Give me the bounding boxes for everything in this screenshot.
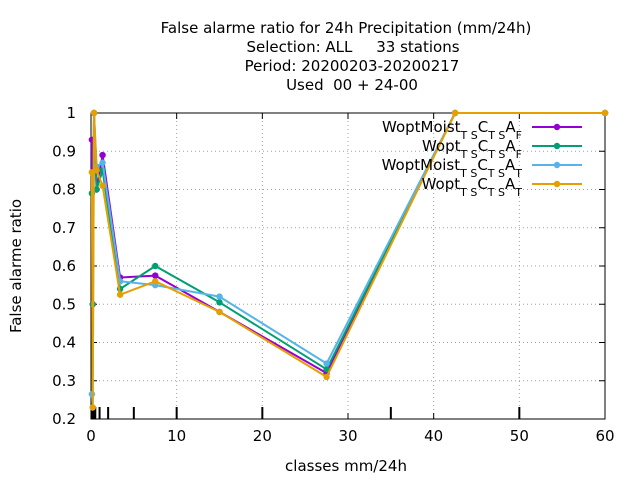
legend-marker xyxy=(553,161,561,169)
legend-label-part: A xyxy=(505,118,516,136)
y-tick-label: 0.7 xyxy=(52,219,76,237)
x-tick-label: 40 xyxy=(424,427,443,445)
data-point xyxy=(93,167,100,174)
legend-label-part: T S xyxy=(460,129,478,142)
legend-label: WoptMoistT SCT SAT xyxy=(382,156,523,180)
data-point xyxy=(99,151,106,159)
legend-label-part: Wopt xyxy=(422,137,461,155)
data-point xyxy=(89,404,96,411)
y-tick-label: 0.3 xyxy=(52,372,76,390)
data-point xyxy=(152,272,159,279)
data-point xyxy=(216,293,223,300)
legend-label-part: T S xyxy=(487,148,505,161)
data-point xyxy=(152,278,159,285)
y-tick-label: 0.5 xyxy=(52,295,76,313)
legend-entry-1: WoptMoistT SCT SAF xyxy=(382,118,582,142)
legend-label-part: C xyxy=(477,175,487,193)
title-line-2: Selection: ALL 33 stations xyxy=(246,38,459,56)
legend-label-part: T S xyxy=(459,186,477,199)
y-tick-label: 0.9 xyxy=(52,142,76,160)
legend-entry-3: WoptMoistT SCT SAT xyxy=(382,156,582,180)
legend-label-part: T S xyxy=(459,167,477,180)
legend-label-part: A xyxy=(505,156,516,174)
legend-label-part: F xyxy=(516,129,522,142)
legend-entry-2: WoptT SCT SAF xyxy=(422,137,582,161)
x-tick-label: 0 xyxy=(86,427,96,445)
x-tick-label: 30 xyxy=(338,427,357,445)
legend-label: WoptT SCT SAF xyxy=(422,137,522,161)
data-point xyxy=(451,109,459,117)
series-layer xyxy=(88,109,609,411)
data-point xyxy=(601,109,609,117)
legend-label-part: C xyxy=(478,137,488,155)
data-point xyxy=(152,262,159,270)
data-point xyxy=(99,182,106,189)
legend-label-part: T xyxy=(514,167,522,180)
data-point xyxy=(93,186,100,193)
legend-label-part: C xyxy=(478,118,488,136)
legend-label-part: T S xyxy=(487,167,505,180)
data-point xyxy=(99,159,106,166)
series-4 xyxy=(88,109,609,411)
x-tick-label: 50 xyxy=(510,427,529,445)
data-point xyxy=(216,308,223,316)
legend-label-part: WoptMoist xyxy=(382,156,461,174)
y-tick-label: 0.2 xyxy=(52,410,76,428)
legend-label-part: WoptMoist xyxy=(382,118,461,136)
legend-label-part: T xyxy=(514,186,522,199)
x-tick-label: 10 xyxy=(167,427,186,445)
legend-label-part: A xyxy=(505,137,516,155)
legend-label: WoptMoistT SCT SAF xyxy=(382,118,522,142)
data-point xyxy=(323,373,330,381)
legend-marker xyxy=(553,142,561,150)
data-point xyxy=(323,360,330,367)
data-point xyxy=(323,366,330,373)
legend-entry-4: WoptT SCT SAT xyxy=(422,175,582,199)
legend-label-part: T S xyxy=(460,148,478,161)
legend-label-part: C xyxy=(477,156,487,174)
x-tick-label: 60 xyxy=(595,427,614,445)
data-point xyxy=(90,109,98,117)
data-point xyxy=(116,291,124,298)
title-line-4: Used 00 + 24-00 xyxy=(286,76,418,94)
legend-label-part: F xyxy=(516,148,522,161)
x-axis-label: classes mm/24h xyxy=(285,457,407,475)
legend-label-part: T S xyxy=(487,186,505,199)
axes: 0 10 20 30 40 50 60 0.2 0.3 0.4 0.5 0.6 0.7 0.8 0.9 1 xyxy=(52,104,614,445)
legend-marker xyxy=(553,123,561,131)
y-tick-label: 0.6 xyxy=(52,257,76,275)
chart-title: False alarme ratio for 24h Precipitation… xyxy=(161,19,532,94)
legend-label-part: Wopt xyxy=(422,175,461,193)
legend-label-part: A xyxy=(505,175,516,193)
legend-label-part: T S xyxy=(487,129,505,142)
y-tick-label: 1 xyxy=(66,104,76,122)
y-tick-label: 0.8 xyxy=(52,181,76,199)
legend-marker xyxy=(553,180,561,188)
y-tick-label: 0.4 xyxy=(52,334,76,352)
title-line-1: False alarme ratio for 24h Precipitation… xyxy=(161,19,532,37)
x-tick-label: 20 xyxy=(253,427,272,445)
data-point xyxy=(216,299,223,306)
legend-label: WoptT SCT SAT xyxy=(422,175,523,199)
y-axis-label: False alarme ratio xyxy=(7,199,25,333)
grid xyxy=(91,113,605,419)
title-line-3: Period: 20200203-20200217 xyxy=(245,57,460,75)
